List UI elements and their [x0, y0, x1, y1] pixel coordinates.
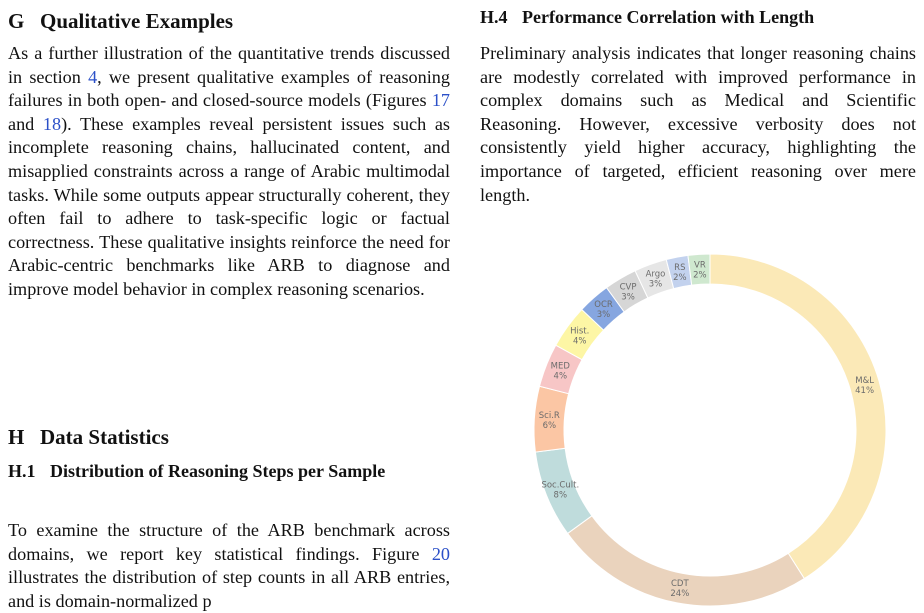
slice-category-label: Sci.R: [539, 411, 560, 421]
slice-percent-label: 24%: [670, 589, 689, 599]
subsection-title: Distribution of Reasoning Steps per Samp…: [50, 461, 386, 481]
slice-percent-label: 4%: [554, 372, 568, 382]
slice-label: Hist. 4%: [570, 326, 589, 346]
slice-label: MED 4%: [551, 362, 571, 382]
slice-category-label: CVP: [620, 282, 637, 292]
subsection-number: H.4: [480, 7, 508, 27]
slice-percent-label: 41%: [855, 386, 874, 396]
paragraph-qualitative: As a further illustration of the quantit…: [8, 42, 450, 302]
slice-label: Sci.R 6%: [539, 411, 560, 431]
slice-percent-label: 3%: [621, 292, 635, 302]
slice-label: M&L 41%: [855, 376, 874, 396]
section-number: G: [8, 9, 25, 33]
section-ref-link[interactable]: 4: [88, 66, 98, 87]
figure-ref-link[interactable]: 18: [42, 113, 62, 134]
slice-category-label: Hist.: [570, 326, 589, 336]
text-run: and: [8, 113, 43, 134]
text-run: To examine the structure of the ARB benc…: [8, 520, 450, 564]
slice-category-label: VR: [694, 260, 706, 270]
slice-percent-label: 3%: [649, 280, 663, 290]
donut-slice-vr: [687, 253, 711, 286]
slice-percent-label: 2%: [673, 273, 687, 283]
text-run: illustrates the distribution of step cou…: [8, 567, 450, 611]
section-h-heading: H Data Statistics: [8, 424, 169, 450]
text-run: , we present qualitative examples of rea…: [8, 66, 450, 111]
slice-percent-label: 2%: [693, 270, 707, 280]
slice-percent-label: 8%: [554, 490, 568, 500]
slice-percent-label: 4%: [573, 336, 587, 346]
slice-category-label: CDT: [671, 579, 689, 589]
section-g-heading: G Qualitative Examples: [8, 8, 233, 34]
donut-slice-m-l: [709, 253, 887, 580]
subsection-h4-heading: H.4 Performance Correlation with Length: [480, 6, 814, 29]
slice-label: VR 2%: [693, 260, 707, 280]
slice-category-label: Soc.Cult.: [541, 480, 579, 490]
paragraph-length-correlation: Preliminary analysis indicates that long…: [480, 43, 916, 205]
figure-ref-link[interactable]: 20: [431, 543, 450, 564]
slice-percent-label: 3%: [597, 310, 611, 320]
slice-label: Argo 3%: [646, 270, 666, 290]
section-title: Qualitative Examples: [40, 9, 234, 33]
paragraph-reasoning-steps: To examine the structure of the ARB benc…: [8, 519, 450, 613]
slice-category-label: OCR: [594, 300, 613, 310]
subsection-title: Performance Correlation with Length: [522, 7, 815, 27]
slice-percent-label: 6%: [543, 421, 557, 431]
slice-category-label: MED: [551, 362, 571, 372]
slice-label: Soc.Cult. 8%: [541, 480, 579, 500]
slice-label: CVP 3%: [620, 282, 637, 302]
subsection-number: H.1: [8, 461, 36, 481]
section-number: H: [8, 425, 25, 449]
slice-category-label: Argo: [646, 270, 666, 280]
text-run: ). These examples reveal persistent issu…: [8, 113, 451, 299]
text-run: As a further illustration of the quantit…: [8, 43, 450, 87]
domain-distribution-donut-chart: M&L 41%CDT 24%Soc.Cult. 8%Sci.R 6%MED 4%Hist.…: [533, 253, 887, 607]
subsection-h1-heading: H.1 Distribution of Reasoning Steps per S…: [8, 460, 450, 483]
slice-label: OCR 3%: [594, 300, 613, 320]
slice-category-label: M&L: [855, 376, 874, 386]
slice-label: RS 2%: [673, 263, 687, 283]
section-title: Data Statistics: [40, 425, 169, 449]
slice-label: CDT 24%: [670, 579, 689, 599]
slice-category-label: RS: [674, 263, 685, 273]
figure-ref-link[interactable]: 17: [431, 90, 450, 111]
